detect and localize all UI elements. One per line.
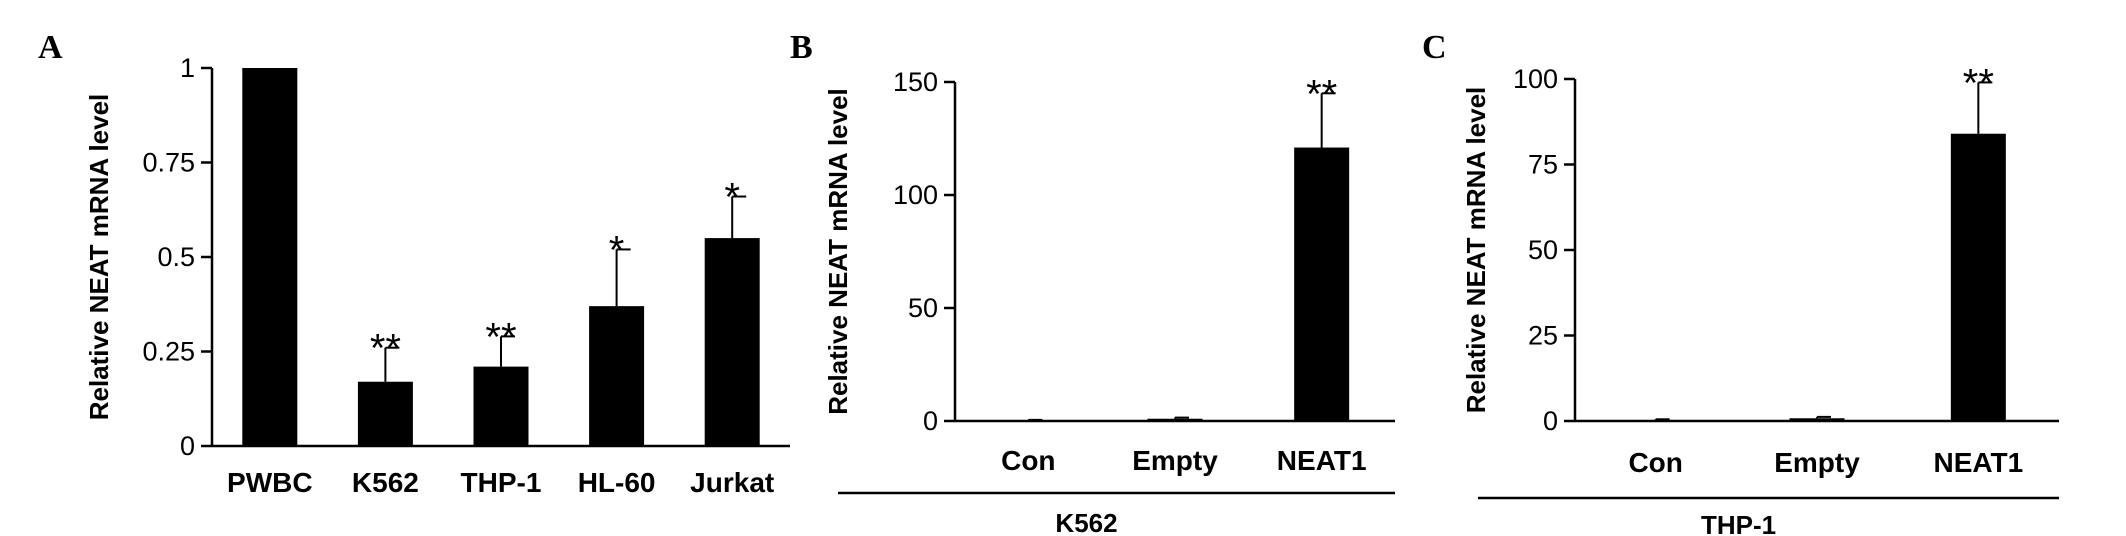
panel-letter-C: C: [1422, 29, 1447, 66]
bar-con: [1628, 419, 1684, 422]
category-label: THP-1: [461, 467, 542, 498]
category-label: HL-60: [578, 467, 656, 498]
y-tick-label: 100: [1513, 64, 1558, 94]
bar-neat1: [1294, 147, 1350, 422]
y-tick-label: 0: [1543, 406, 1558, 436]
category-label: PWBC: [227, 467, 313, 498]
y-tick-label: 0: [180, 431, 195, 461]
y-tick-label: 50: [1528, 235, 1558, 265]
category-label: K562: [352, 467, 419, 498]
y-tick-label: 150: [893, 67, 938, 97]
panel-letter-A: A: [38, 29, 63, 66]
significance-marker: **: [370, 327, 401, 371]
significance-marker: *: [609, 228, 625, 272]
significance-marker: **: [1963, 61, 1994, 105]
y-tick-label: 75: [1528, 150, 1558, 180]
category-label: NEAT1: [1277, 445, 1367, 476]
group-label: THP-1: [1701, 510, 1776, 536]
y-tick-label: 0.5: [157, 242, 195, 272]
group-label: K562: [1055, 508, 1117, 536]
y-tick-label: 0.75: [142, 148, 195, 178]
bar-neat1: [1950, 133, 2006, 421]
bar-k562: [357, 381, 413, 446]
y-tick-label: 1: [180, 53, 195, 83]
bar-pwbc: [242, 68, 298, 446]
y-tick-label: 0: [923, 406, 938, 436]
y-tick-label: 50: [908, 293, 938, 323]
y-tick-label: 25: [1528, 321, 1558, 351]
bar-con: [1000, 420, 1056, 422]
bar-hl-60: [589, 306, 645, 446]
significance-marker: **: [485, 315, 516, 359]
bar-jurkat: [704, 238, 760, 446]
category-label: Empty: [1774, 447, 1860, 478]
category-label: Empty: [1132, 445, 1218, 476]
category-label: Con: [1628, 447, 1682, 478]
bar-empty: [1789, 418, 1845, 421]
significance-marker: **: [1306, 72, 1337, 116]
panel-letter-B: B: [790, 29, 813, 66]
category-label: Con: [1001, 445, 1055, 476]
y-axis-label: Relative NEAT mRNA level: [84, 94, 114, 421]
category-label: NEAT1: [1933, 447, 2023, 478]
y-axis-label: Relative NEAT mRNA level: [823, 88, 853, 415]
bar-thp-1: [473, 366, 529, 446]
y-axis-label: Relative NEAT mRNA level: [1461, 87, 1491, 414]
category-label: Jurkat: [690, 467, 774, 498]
bar-empty: [1147, 418, 1203, 421]
y-tick-label: 100: [893, 180, 938, 210]
y-tick-label: 0.25: [142, 337, 195, 367]
significance-marker: *: [724, 176, 740, 220]
